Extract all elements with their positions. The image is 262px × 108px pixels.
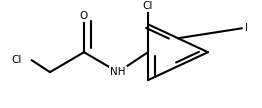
Text: Cl: Cl bbox=[12, 55, 22, 65]
Text: Cl: Cl bbox=[143, 1, 153, 11]
Text: NH: NH bbox=[110, 67, 126, 77]
Text: O: O bbox=[80, 11, 88, 21]
Text: I: I bbox=[245, 23, 248, 33]
